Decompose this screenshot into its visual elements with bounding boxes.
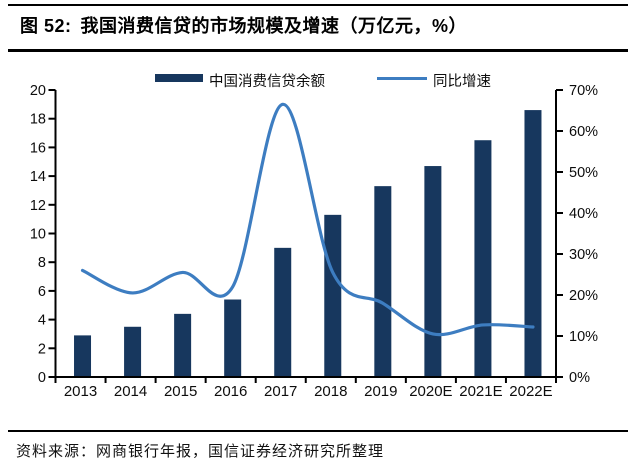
bar-2021E [474,140,492,377]
bar-2020E [424,166,442,377]
x-axis-category-label: 2014 [114,383,147,400]
source-note: 资料来源：网商银行年报，国信证券经济研究所整理 [16,443,385,460]
top-border-rule [8,4,628,6]
figure-title-text: 我国消费信贷的市场规模及增速（万亿元，%） [80,16,468,36]
x-axis-category-label: 2017 [264,383,297,400]
footer-divider-rule [8,430,628,432]
left-axis-tick-label: 14 [30,169,46,185]
left-axis-tick-label: 8 [38,255,46,271]
bar-2016 [224,299,242,377]
right-axis-tick-label: 70% [569,83,598,99]
left-axis-tick-label: 6 [38,284,46,300]
legend-label-line: 同比增速 [433,73,491,90]
figure-label: 图 52: [20,16,72,36]
right-axis-tick-label: 0% [569,370,590,386]
x-axis-category-label: 2018 [314,383,347,400]
bar-2015 [174,313,192,377]
x-axis-category-label: 2021E [459,383,502,400]
right-axis-tick-label: 40% [569,206,598,222]
left-axis-tick-label: 4 [38,313,46,329]
growth-rate-line [80,102,535,337]
left-axis-tick-label: 10 [30,227,46,243]
figure-title: 图 52: 我国消费信贷的市场规模及增速（万亿元，%） [20,12,625,38]
x-axis-category-label: 2013 [64,383,97,400]
bar-2019 [374,186,392,377]
left-axis-tick-label: 0 [38,370,46,386]
x-axis-category-label: 2016 [214,383,247,400]
bar-2018 [324,214,342,377]
left-axis-tick-label: 12 [30,198,46,214]
legend-bar-swatch [155,74,203,82]
combo-chart: 中国消费信贷余额 同比增速 0 2 4 6 8 10 12 14 16 18 20 0% 10% 20% 30%… [30,72,598,400]
left-axis-tick-label: 18 [30,112,46,128]
bar-2013 [74,335,92,377]
bar-2014 [124,326,142,377]
right-axis-tick-label: 50% [569,165,598,181]
legend-label-bars: 中国消费信贷余额 [209,72,325,90]
right-axis-tick-label: 10% [569,329,598,345]
bar-2017 [274,247,292,377]
right-axis-tick-label: 20% [569,288,598,304]
bar-2022E [524,110,542,377]
right-axis-tick-label: 60% [569,124,598,140]
left-axis-tick-label: 20 [30,83,46,99]
right-axis-tick-label: 30% [569,247,598,263]
left-axis-tick-label: 16 [30,140,46,156]
x-axis-category-label: 2020E [409,383,452,400]
x-axis-category-label: 2015 [164,383,197,400]
x-axis-category-label: 2022E [509,383,552,400]
left-axis-tick-label: 2 [38,341,46,357]
title-underline-rule [8,49,628,52]
x-axis-category-label: 2019 [364,383,397,400]
